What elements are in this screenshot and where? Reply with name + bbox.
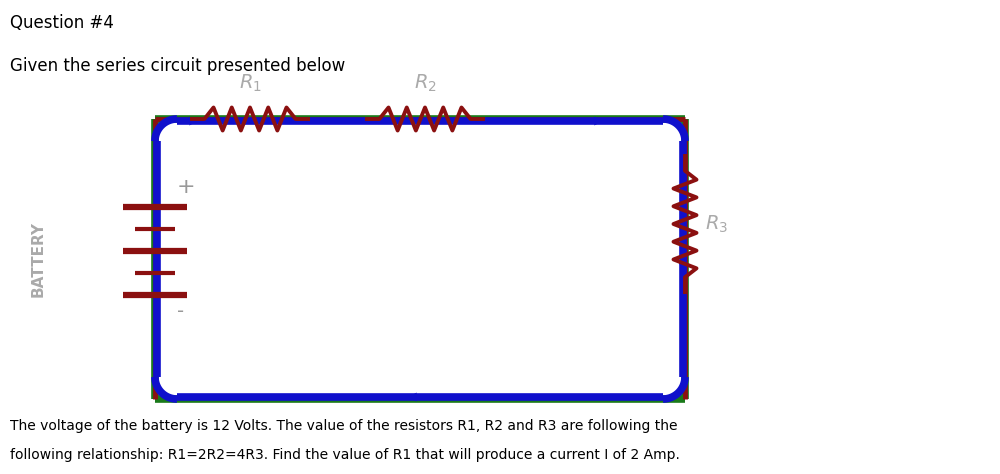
Text: following relationship: R1=2R2=4R3. Find the value of R1 that will produce a cur: following relationship: R1=2R2=4R3. Find… xyxy=(10,448,680,462)
Text: $R_2$: $R_2$ xyxy=(414,73,436,94)
Text: +: + xyxy=(177,177,196,197)
Text: -: - xyxy=(177,301,184,320)
Text: $R_3$: $R_3$ xyxy=(705,213,728,235)
Text: Given the series circuit presented below: Given the series circuit presented below xyxy=(10,57,345,75)
Text: BATTERY: BATTERY xyxy=(30,221,46,297)
Text: $R_1$: $R_1$ xyxy=(239,73,261,94)
Text: Question #4: Question #4 xyxy=(10,14,114,32)
Text: The voltage of the battery is 12 Volts. The value of the resistors R1, R2 and R3: The voltage of the battery is 12 Volts. … xyxy=(10,419,678,434)
